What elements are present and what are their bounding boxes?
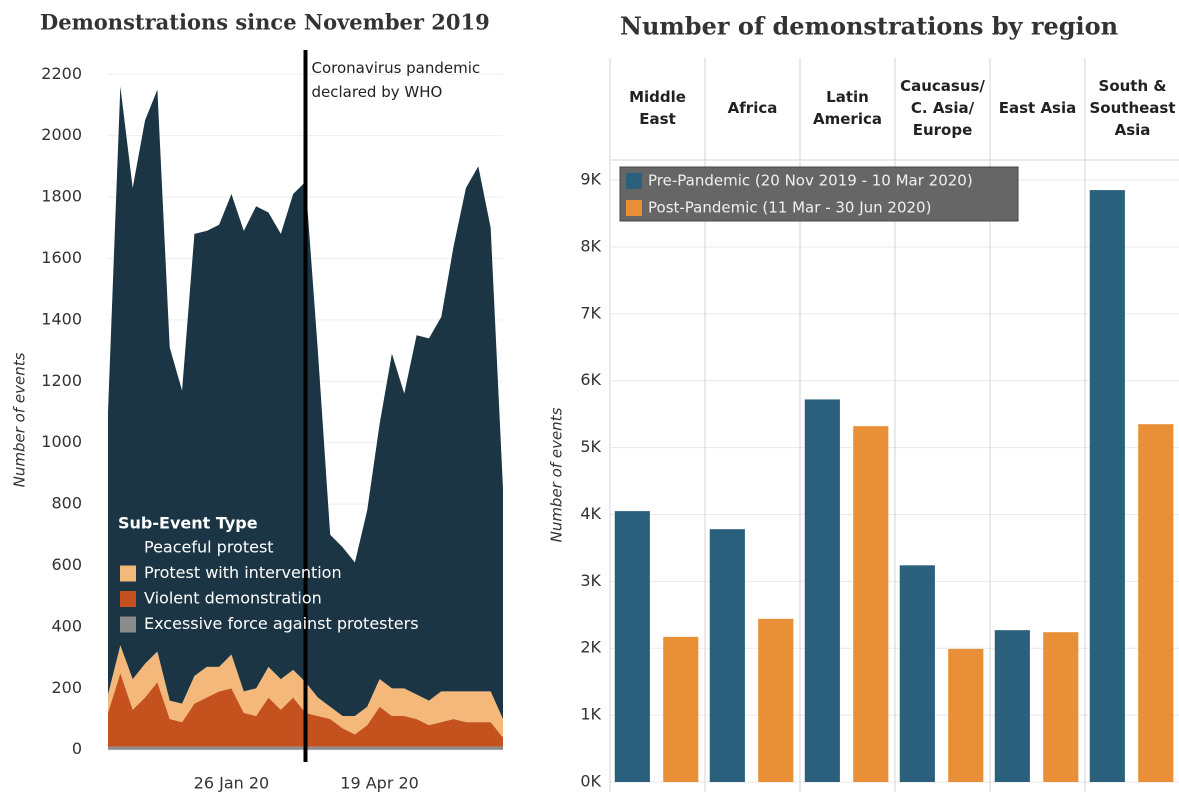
y-tick-label: 5K: [580, 437, 601, 456]
y-tick-label: 0: [72, 739, 82, 758]
legend-swatch: [120, 565, 136, 582]
y-tick-label: 7K: [580, 303, 601, 322]
bar: [804, 399, 840, 782]
region-header: Africa: [727, 99, 778, 118]
y-tick-label: 0K: [580, 772, 601, 791]
y-axis-label: Number of events: [548, 407, 566, 542]
x-tick-label: 26 Jan 20: [194, 774, 270, 792]
legend-title: Sub-Event Type: [118, 514, 258, 533]
bar: [994, 630, 1030, 782]
legend-swatch: [120, 591, 136, 607]
y-tick-label: 2200: [41, 64, 82, 83]
x-tick-label: 19 Apr 20: [340, 774, 419, 792]
bar: [853, 426, 889, 782]
y-tick-label: 1000: [41, 432, 82, 451]
bar: [899, 565, 935, 782]
annotation: Coronavirus pandemic declared by WHO: [311, 59, 481, 101]
legend-swatch: [120, 616, 136, 633]
region-header: Caucasus/ C. Asia/ Europe: [900, 77, 985, 139]
bar: [614, 511, 650, 782]
legend-label: Peaceful protest: [144, 538, 274, 557]
legend-swatch: [626, 200, 642, 216]
bar: [1138, 424, 1174, 782]
legend-label: Excessive force against protesters: [144, 614, 419, 633]
y-tick-label: 6K: [580, 370, 601, 389]
y-tick-label: 1600: [41, 248, 82, 267]
y-tick-label: 1400: [41, 309, 82, 328]
legend-swatch: [626, 173, 642, 189]
bar: [1089, 190, 1125, 782]
y-tick-label: 9K: [580, 170, 601, 189]
y-tick-label: 3K: [580, 571, 601, 590]
legend-label: Protest with intervention: [144, 563, 342, 582]
y-tick-label: 400: [51, 616, 82, 635]
region-header: East Asia: [998, 99, 1077, 118]
bar: [948, 648, 984, 782]
area: [108, 672, 503, 747]
chart-title: Number of demonstrations by region: [620, 12, 1118, 41]
y-tick-label: 2K: [580, 638, 601, 657]
chart-title: Demonstrations since November 2019: [40, 10, 490, 35]
y-tick-label: 4K: [580, 504, 601, 523]
y-tick-label: 600: [51, 555, 82, 574]
y-tick-label: 1800: [41, 187, 82, 206]
y-tick-label: 1200: [41, 371, 82, 390]
y-tick-label: 200: [51, 678, 82, 697]
bar: [1043, 632, 1079, 782]
region-header: South & Southeast Asia: [1089, 77, 1176, 139]
legend-label: Pre-Pandemic (20 Nov 2019 - 10 Mar 2020): [648, 172, 973, 190]
y-tick-label: 1K: [580, 705, 601, 724]
bar: [663, 636, 699, 782]
legend-label: Post-Pandemic (11 Mar - 30 Jun 2020): [648, 199, 931, 217]
bar: [709, 529, 745, 782]
legend-box: [619, 166, 1019, 222]
legend-swatch: [120, 540, 136, 556]
bar: [758, 618, 794, 782]
y-tick-label: 8K: [580, 236, 601, 255]
y-axis-label: Number of events: [11, 352, 29, 487]
region-header: Latin America: [813, 88, 882, 128]
y-tick-label: 800: [51, 494, 82, 513]
region-header: Middle East: [629, 88, 686, 128]
y-tick-label: 2000: [41, 125, 82, 144]
legend-label: Violent demonstration: [144, 589, 322, 608]
